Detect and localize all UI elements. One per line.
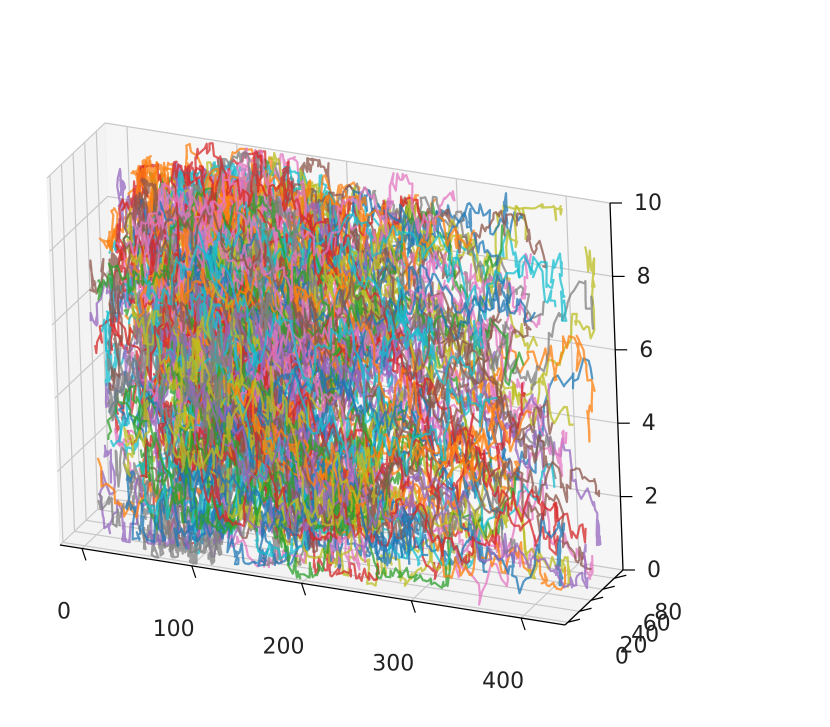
z-tick-label: 0 [647, 558, 661, 583]
x-tick [81, 548, 87, 561]
y-tick-label: 0 [615, 644, 629, 669]
x-tick [520, 617, 526, 631]
x-tick [410, 600, 416, 613]
grid-line-z [59, 489, 624, 571]
y-tick-label: 40 [631, 622, 659, 647]
z-tick-label: 2 [644, 485, 658, 510]
series-line [135, 257, 532, 479]
series-line [122, 384, 371, 523]
series-line [108, 178, 191, 391]
y-tick [579, 607, 592, 612]
grid-line-z [49, 195, 613, 277]
y-tick [614, 574, 627, 579]
y-tick [567, 618, 581, 623]
series-line [168, 365, 378, 527]
axis-lines [59, 202, 624, 626]
series-line [194, 201, 485, 385]
x-tick-label: 300 [372, 652, 414, 677]
grid-line-z [46, 122, 611, 204]
series-line [96, 187, 370, 359]
x-tick-label: 400 [482, 669, 524, 694]
series-line [151, 206, 550, 469]
x-tick-label: 0 [57, 600, 71, 625]
series-line [129, 182, 499, 407]
x-axis-line [59, 544, 566, 626]
y-tick-label: 20 [620, 633, 648, 658]
x-tick-label: 200 [263, 634, 305, 659]
series-line [194, 383, 589, 590]
series-line [174, 444, 412, 567]
y-tick-label: 80 [654, 600, 682, 625]
z-tick-label: 4 [642, 411, 656, 436]
y-tick [602, 585, 615, 590]
z-tick-label: 8 [637, 264, 651, 289]
y-axis-line [564, 569, 624, 626]
x-tick-label: 100 [153, 617, 195, 642]
z-tick-label: 10 [634, 191, 662, 216]
series-line [143, 244, 498, 476]
series-line [159, 194, 305, 431]
series-layer [89, 142, 602, 606]
series-line [161, 315, 373, 549]
series-line [158, 200, 537, 368]
tick-marks [81, 202, 635, 631]
y-tick-label: 60 [643, 611, 671, 636]
series-line [220, 390, 592, 571]
series-line [202, 381, 601, 520]
series-line [170, 203, 560, 556]
series-line [164, 276, 435, 483]
z-tick-label: 6 [639, 338, 653, 363]
x-tick [300, 583, 307, 596]
series-line [212, 151, 563, 384]
y-tick [590, 596, 604, 601]
z-axis-line [609, 202, 624, 571]
x-tick [191, 565, 197, 579]
